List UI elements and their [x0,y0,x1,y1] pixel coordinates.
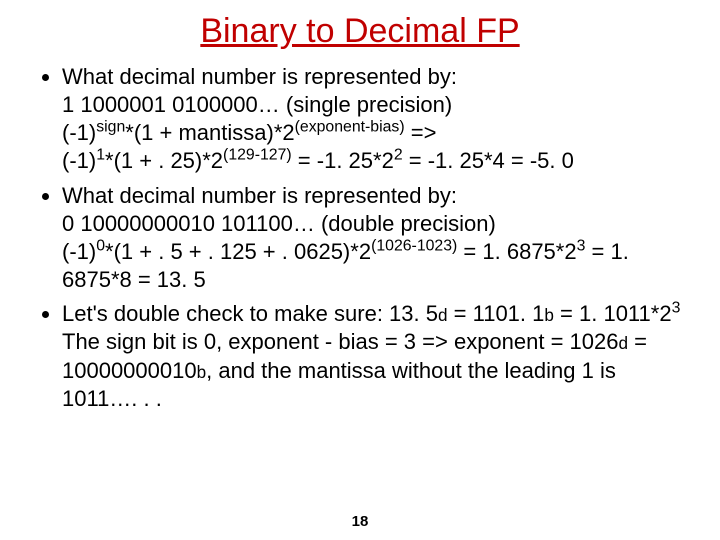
b1-l3sup2: (exponent-bias) [295,119,405,136]
b1-l3a: (-1) [62,120,96,145]
b1-l4sup3: 2 [394,147,403,164]
slide-container: Binary to Decimal FP What decimal number… [0,0,720,413]
b1-l4a: (-1) [62,148,96,173]
b3-l1sub1: d [438,305,448,325]
b2-line3: (-1)0*(1 + . 5 + . 125 + . 0625)*2(1026-… [62,238,684,294]
b3-l1sup1: 3 [672,300,681,317]
b1-line1: What decimal number is represented by: [62,63,684,91]
b2-l3sup2: (1026-1023) [371,238,457,255]
b1-l4c: = -1. 25*2 [292,148,394,173]
b2-l3b: *(1 + . 5 + . 125 + . 0625)*2 [105,239,371,264]
b3-l1a: Let's double check to make sure: 13. 5 [62,301,438,326]
bullet-2: What decimal number is represented by: 0… [62,182,684,295]
b1-l4sup2: (129-127) [223,147,292,164]
b1-l4sup1: 1 [96,147,105,164]
page-number: 18 [0,513,720,530]
b3-line2: The sign bit is 0, exponent - bias = 3 =… [62,328,684,412]
b2-line1: What decimal number is represented by: [62,182,684,210]
b1-line2: 1 1000001 0100000… (single precision) [62,91,684,119]
b1-line3: (-1)sign*(1 + mantissa)*2(exponent-bias)… [62,119,684,147]
bullet-list: What decimal number is represented by: 1… [36,63,684,413]
slide-title: Binary to Decimal FP [36,12,684,51]
b1-l4b: *(1 + . 25)*2 [105,148,223,173]
b2-l3c: = 1. 6875*2 [457,239,576,264]
b1-l3c: => [405,120,437,145]
b3-l1sub2: b [544,305,554,325]
b2-l3sup1: 0 [96,238,105,255]
bullet-1: What decimal number is represented by: 1… [62,63,684,176]
b1-l3b: *(1 + mantissa)*2 [125,120,294,145]
bullet-3: Let's double check to make sure: 13. 5d … [62,300,684,413]
b3-l2sub2: b [197,362,207,382]
b3-l2sub1: d [619,333,629,353]
b3-l1c: = 1. 1011*2 [554,301,672,326]
b3-line1: Let's double check to make sure: 13. 5d … [62,300,684,328]
b1-l4d: = -1. 25*4 = -5. 0 [403,148,574,173]
b2-l3a: (-1) [62,239,96,264]
b2-line2: 0 10000000010 101100… (double precision) [62,210,684,238]
b3-l2a: The sign bit is 0, exponent - bias = 3 =… [62,329,619,354]
b1-line4: (-1)1*(1 + . 25)*2(129-127) = -1. 25*22 … [62,147,684,175]
b1-l3sup1: sign [96,119,125,136]
b3-l1b: = 1101. 1 [448,301,545,326]
